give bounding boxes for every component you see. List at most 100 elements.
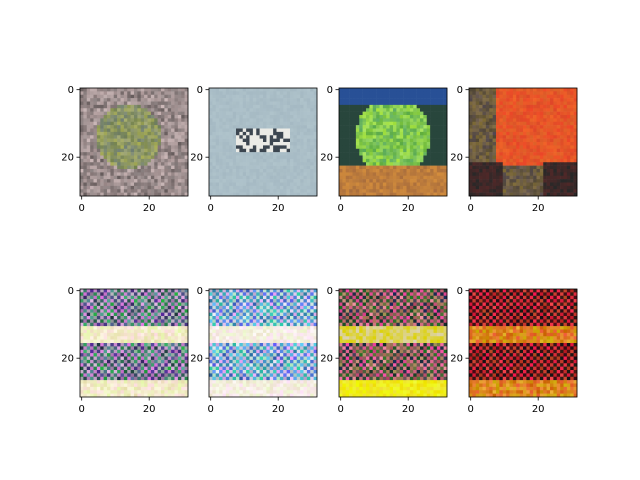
pixel <box>499 158 504 163</box>
pixel <box>406 155 411 160</box>
pixel <box>215 101 220 106</box>
pixel <box>164 155 169 160</box>
pixel <box>276 118 281 123</box>
pixel <box>403 158 407 163</box>
pixel <box>399 98 404 102</box>
pixel <box>546 152 551 156</box>
pixel <box>306 121 311 126</box>
pixel <box>416 158 421 163</box>
pixel <box>212 158 217 163</box>
pixel <box>127 329 131 334</box>
pixel <box>345 179 350 183</box>
pixel <box>127 185 131 190</box>
pixel <box>144 88 148 92</box>
pixel <box>130 302 135 307</box>
pixel <box>529 165 534 170</box>
pixel <box>290 148 294 153</box>
pixel <box>117 94 121 99</box>
pixel <box>137 135 142 139</box>
pixel <box>167 339 172 344</box>
pixel <box>496 135 500 139</box>
pixel <box>386 175 390 180</box>
pixel <box>167 363 172 367</box>
pixel <box>430 162 434 166</box>
pixel <box>440 101 444 106</box>
pixel <box>113 104 118 109</box>
pixel <box>489 185 493 190</box>
pixel <box>303 138 308 143</box>
pixel <box>269 108 274 112</box>
pixel <box>171 91 175 96</box>
pixel <box>100 138 104 143</box>
pixel <box>426 108 431 112</box>
pixel <box>479 104 483 109</box>
pixel <box>362 169 367 173</box>
pixel <box>177 189 182 193</box>
pixel <box>252 155 257 160</box>
pixel <box>219 169 223 173</box>
pixel <box>345 189 350 193</box>
pixel <box>560 158 564 163</box>
pixel <box>80 339 84 344</box>
pixel <box>566 115 571 119</box>
pixel <box>181 299 185 303</box>
pixel <box>349 88 353 92</box>
pixel <box>433 189 438 193</box>
pixel <box>436 158 441 163</box>
pixel <box>90 165 94 170</box>
pixel <box>475 162 480 166</box>
pixel <box>120 339 125 344</box>
pixel <box>469 138 473 143</box>
pixel <box>127 316 131 320</box>
pixel <box>290 104 294 109</box>
pixel <box>499 148 504 153</box>
pixel <box>232 189 237 193</box>
pixel <box>113 295 118 300</box>
pixel <box>313 125 318 129</box>
pixel <box>543 118 547 123</box>
pixel <box>420 104 424 109</box>
pixel <box>499 179 504 183</box>
pixel <box>157 165 162 170</box>
pixel <box>339 189 343 193</box>
pixel <box>177 111 182 116</box>
pixel <box>366 111 370 116</box>
pixel <box>512 108 517 112</box>
pixel <box>502 189 507 193</box>
pixel <box>83 302 88 307</box>
pixel <box>161 169 165 173</box>
pixel <box>137 363 142 367</box>
pixel <box>140 131 145 136</box>
pixel <box>177 316 182 320</box>
pixel <box>171 155 175 160</box>
pixel <box>492 152 497 156</box>
pixel <box>171 175 175 180</box>
pixel <box>403 121 407 126</box>
pixel <box>157 98 162 102</box>
pixel <box>303 192 308 197</box>
pixel <box>303 108 308 112</box>
pixel <box>144 165 148 170</box>
pixel <box>543 104 547 109</box>
pixel <box>479 172 483 177</box>
pixel <box>80 88 84 92</box>
pixel <box>529 115 534 119</box>
pixel <box>256 131 260 136</box>
pixel <box>174 305 179 310</box>
pixel <box>560 152 564 156</box>
pixel <box>93 353 98 357</box>
pixel <box>147 353 152 357</box>
pixel <box>263 135 267 139</box>
pixel <box>573 162 578 166</box>
pixel <box>529 148 534 153</box>
pixel <box>212 125 217 129</box>
pixel <box>222 165 227 170</box>
pixel <box>469 111 473 116</box>
pixel <box>523 125 527 129</box>
pixel <box>157 94 162 99</box>
pixel <box>286 155 291 160</box>
pixel <box>157 131 162 136</box>
pixel <box>130 128 135 133</box>
pixel <box>529 152 534 156</box>
pixel <box>372 111 377 116</box>
